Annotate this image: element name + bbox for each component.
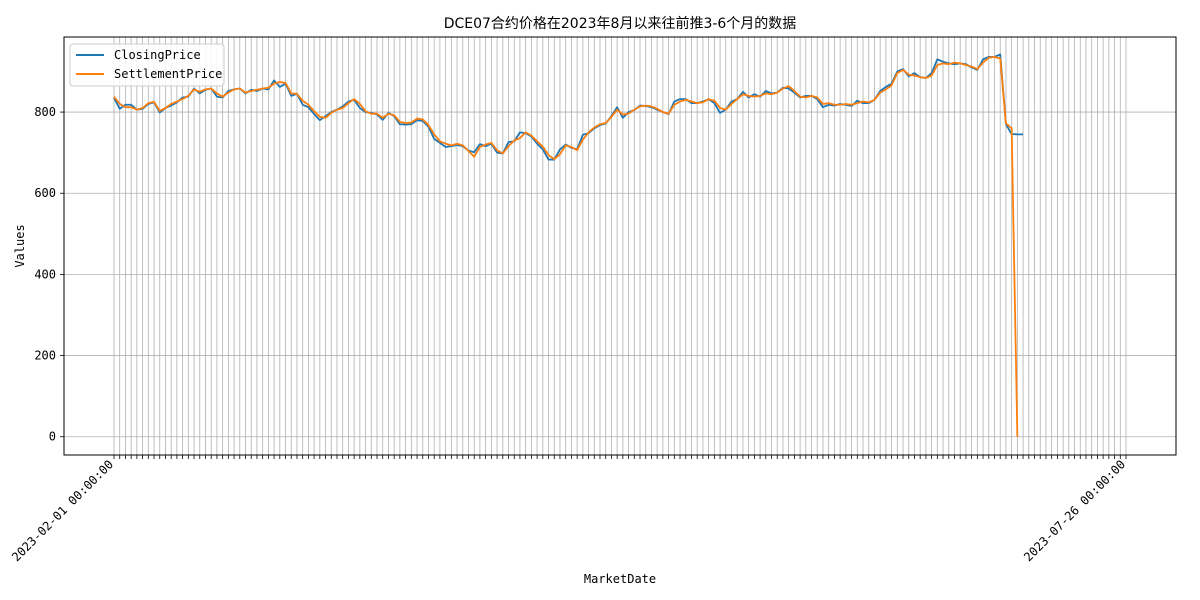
- y-tick-label: 200: [34, 349, 56, 363]
- y-tick-label: 400: [34, 267, 56, 281]
- series-layer: [113, 53, 1024, 437]
- y-tick-label: 600: [34, 186, 56, 200]
- y-axis: 0 200 400 600 800: [34, 105, 64, 444]
- series-line-settlementprice: [113, 55, 1019, 437]
- legend-box: [69, 43, 225, 87]
- chart-title: DCE07合约价格在2023年8月以来往前推3-6个月的数据: [444, 15, 797, 32]
- y-tick-label: 0: [49, 430, 56, 444]
- legend-label-settlement: SettlementPrice: [114, 67, 222, 81]
- y-axis-title: Values: [13, 224, 27, 267]
- legend: ClosingPrice SettlementPrice: [69, 43, 225, 87]
- legend-label-closing: ClosingPrice: [114, 48, 201, 62]
- x-grid: [113, 37, 1127, 455]
- plot-area: [63, 36, 1177, 456]
- x-axis-title: MarketDate: [584, 572, 656, 586]
- y-tick-label: 800: [34, 105, 56, 119]
